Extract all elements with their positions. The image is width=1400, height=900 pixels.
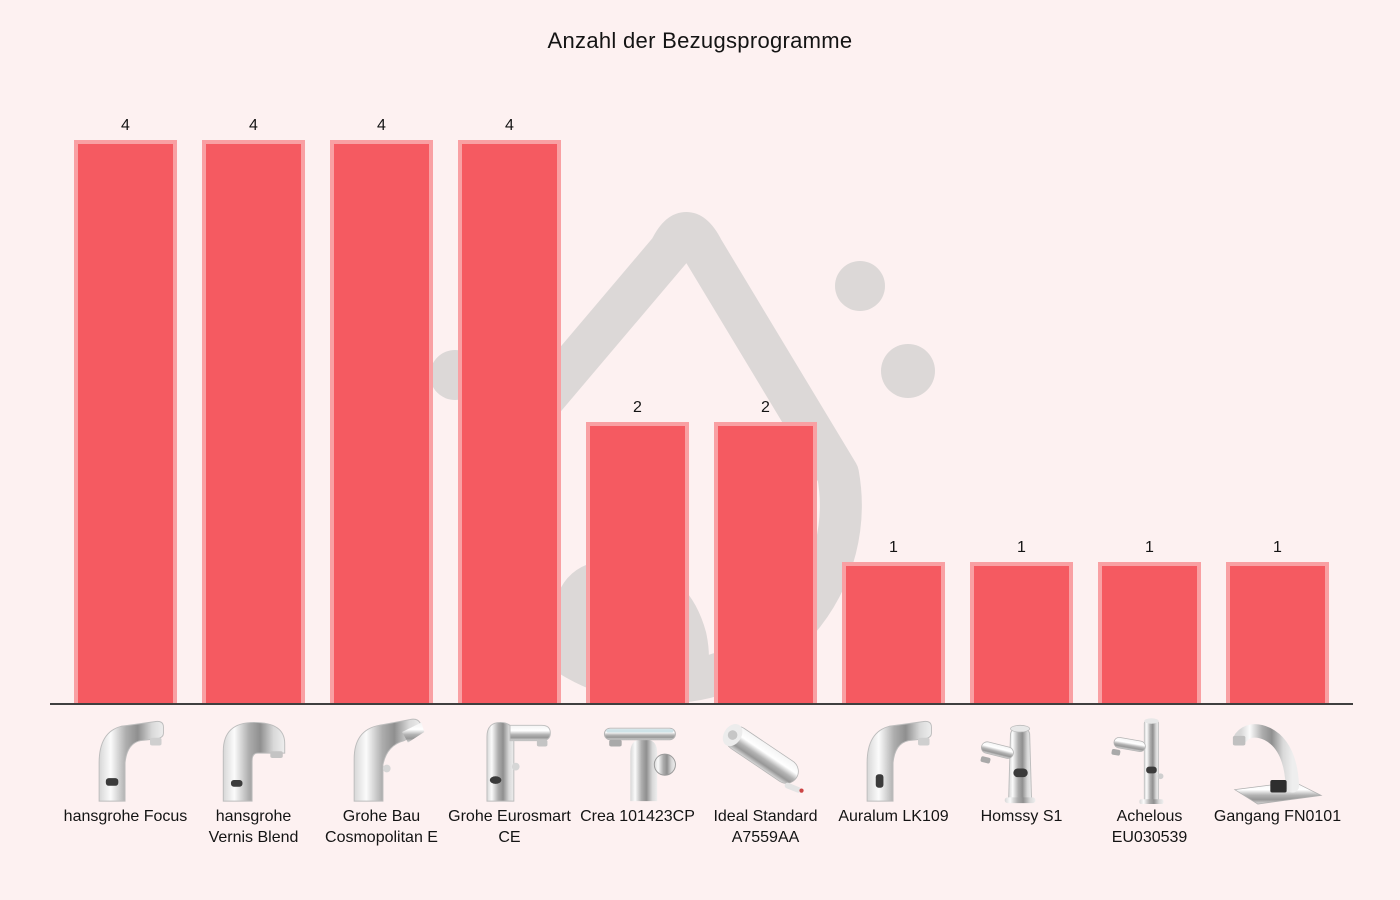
category-label: hansgrohe Vernis Blend <box>208 808 299 846</box>
bar-value-label: 4 <box>505 117 514 134</box>
bar-10 <box>1226 562 1329 703</box>
faucet-grohe-eurosmart-icon <box>456 707 564 805</box>
faucet-homssy-icon <box>968 707 1076 805</box>
category-label: Achelous EU030539 <box>1111 808 1188 846</box>
category-label: hansgrohe Focus <box>63 808 188 825</box>
bar-column: 4 <box>318 117 446 703</box>
faucet-hansgrohe-vernis-blend-icon <box>200 707 308 805</box>
faucet-gangang-icon <box>1224 707 1332 805</box>
bar-value-label: 4 <box>121 117 130 134</box>
bar-value-label: 4 <box>249 117 258 134</box>
chart-title: Anzahl der Bezugsprogramme <box>547 28 853 53</box>
category-column: Homssy S1 <box>958 707 1086 849</box>
category-label: Homssy S1 <box>980 808 1063 825</box>
bar-column: 4 <box>446 117 574 703</box>
bar-column: 4 <box>190 117 318 703</box>
category-label: Ideal Standard A7559AA <box>713 808 818 846</box>
category-label: Grohe Eurosmart CE <box>448 808 571 846</box>
plot-area: 4 4 4 4 2 2 1 1 1 1 <box>50 0 1353 703</box>
bar-value-label: 2 <box>633 399 642 416</box>
bar-9 <box>1098 562 1201 703</box>
bar-column: 1 <box>958 539 1086 703</box>
bar-column: 1 <box>1086 539 1214 703</box>
bar-value-label: 1 <box>1145 539 1154 556</box>
bar-value-label: 1 <box>889 539 898 556</box>
bar-value-label: 2 <box>761 399 770 416</box>
bar-column: 1 <box>830 539 958 703</box>
category-label: Grohe Bau Cosmopolitan E <box>325 808 438 846</box>
category-column: Ideal Standard A7559AA <box>702 707 830 849</box>
bar-7 <box>842 562 945 703</box>
category-label: Crea 101423CP <box>580 808 695 825</box>
category-column: Gangang FN0101 <box>1214 707 1342 849</box>
bar-4 <box>458 140 561 703</box>
faucet-hansgrohe-focus-icon <box>72 707 180 805</box>
faucet-auralum-icon <box>840 707 948 805</box>
bar-6 <box>714 422 817 703</box>
bar-value-label: 1 <box>1273 539 1282 556</box>
bar-column: 2 <box>574 399 702 703</box>
faucet-crea-icon <box>584 707 692 805</box>
category-label: Gangang FN0101 <box>1213 808 1342 825</box>
bar-value-label: 4 <box>377 117 386 134</box>
bar-5 <box>586 422 689 703</box>
category-column: hansgrohe Focus <box>62 707 190 849</box>
faucet-ideal-standard-icon <box>712 707 820 805</box>
bar-3 <box>330 140 433 703</box>
bar-column: 4 <box>62 117 190 703</box>
category-label: Auralum LK109 <box>838 808 949 825</box>
bar-column: 1 <box>1214 539 1342 703</box>
category-column: Achelous EU030539 <box>1086 707 1214 849</box>
bar-8 <box>970 562 1073 703</box>
bar-1 <box>74 140 177 703</box>
bar-2 <box>202 140 305 703</box>
category-column: Auralum LK109 <box>830 707 958 849</box>
category-column: Grohe Bau Cosmopolitan E <box>318 707 446 849</box>
products-row: hansgrohe Focus hansgrohe Vernis Blend Groh… <box>50 707 1353 849</box>
category-column: Crea 101423CP <box>574 707 702 849</box>
bar-value-label: 1 <box>1017 539 1026 556</box>
faucet-grohe-bau-cosmopolitan-icon <box>328 707 436 805</box>
bar-column: 2 <box>702 399 830 703</box>
category-column: Grohe Eurosmart CE <box>446 707 574 849</box>
faucet-achelous-icon <box>1096 707 1204 805</box>
category-column: hansgrohe Vernis Blend <box>190 707 318 849</box>
x-axis-line <box>50 703 1353 705</box>
